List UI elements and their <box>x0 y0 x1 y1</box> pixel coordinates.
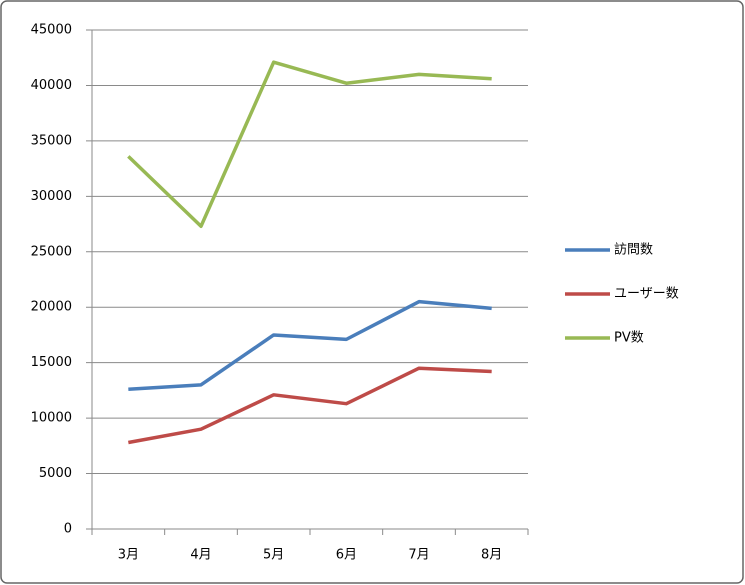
y-tick-label: 20000 <box>31 300 72 315</box>
legend-label: PV数 <box>614 331 644 346</box>
x-tick-label: 5月 <box>263 548 284 563</box>
legend-label: 訪問数 <box>614 242 653 258</box>
y-tick-label: 45000 <box>31 23 72 38</box>
y-tick-label: 10000 <box>31 411 72 426</box>
y-tick-label: 30000 <box>31 189 72 204</box>
series-line <box>128 366 492 445</box>
y-tick-label: 5000 <box>39 466 72 481</box>
series-line <box>128 299 492 392</box>
x-tick-label: 4月 <box>190 548 211 563</box>
y-tick-label: 15000 <box>31 355 72 370</box>
x-tick-label: 8月 <box>481 548 502 563</box>
y-tick-label: 25000 <box>31 244 72 259</box>
x-tick-label: 7月 <box>408 548 429 563</box>
series-line <box>127 60 492 229</box>
y-tick-label: 35000 <box>31 133 72 148</box>
y-tick-label: 0 <box>64 522 72 537</box>
x-tick-label: 3月 <box>118 548 139 563</box>
x-tick-label: 6月 <box>336 548 357 563</box>
legend-label: ユーザー数 <box>614 287 679 302</box>
y-tick-label: 40000 <box>31 78 72 93</box>
